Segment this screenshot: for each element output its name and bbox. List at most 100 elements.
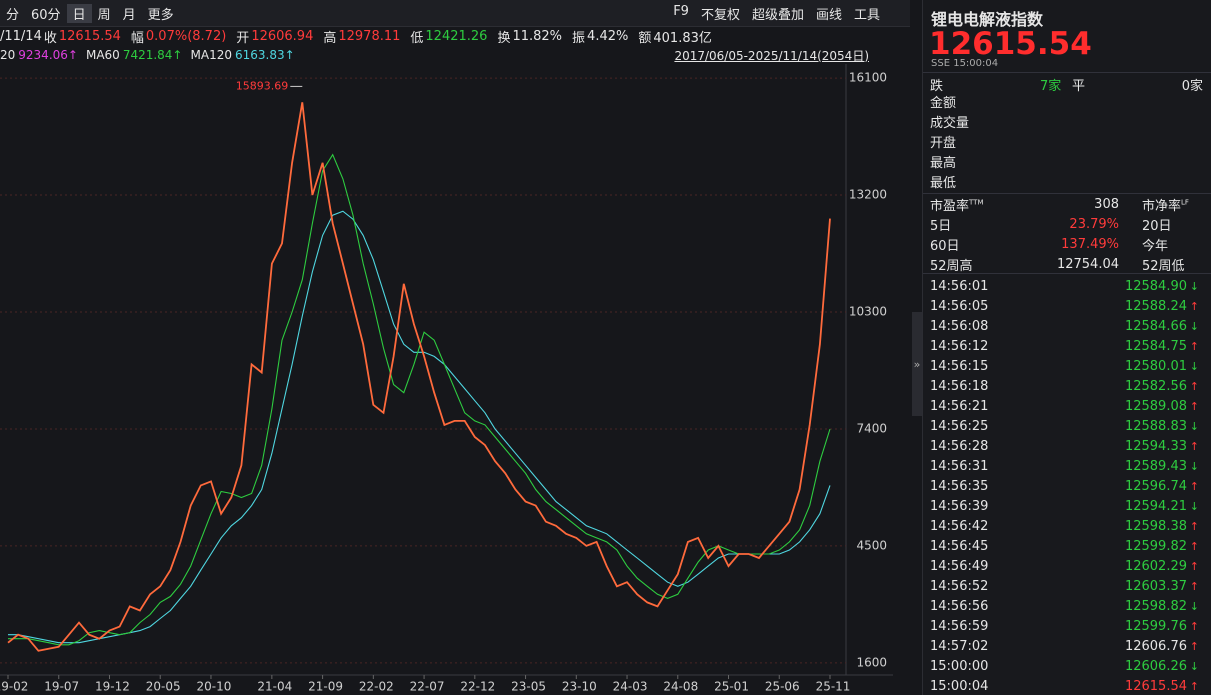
tick-row: 14:56:25 12588.83 ↓ [930,416,1205,436]
tick-time: 14:57:02 [930,638,989,654]
stat-label-sup: LF [1181,198,1189,207]
info-label: 幅 [130,30,144,46]
tick-price: 12596.74 [1124,478,1187,494]
exchange: SSE [931,58,951,69]
tick-time: 14:56:05 [930,298,989,314]
tick-price: 12594.33 [1124,438,1187,454]
collapse-button[interactable]: » [912,312,922,416]
tool-button[interactable]: 画线 [815,7,842,23]
stat-label: 市盈率TTM [930,198,984,214]
side-panel: 锂电电解液指数 12615.54 SSE 15:00:04 跌 7家 平 0家 … [922,0,1211,695]
tick-time: 14:56:49 [930,558,989,574]
tick-arrow: ↑ [1189,439,1199,453]
x-tick-label: 24-03 [613,680,648,694]
tick-arrow: ↓ [1189,359,1199,373]
tool-button[interactable]: 工具 [853,7,880,23]
tick-arrow: ↑ [1189,679,1199,693]
ma-label: 20 [0,48,16,62]
ma-label: MA60 [85,48,120,62]
field-label: 最低 [930,176,957,191]
tick-row: 15:00:04 12615.54 ↑ [930,676,1205,695]
tick-arrow: ↑ [1189,479,1199,493]
info-value: 12421.26 [425,28,488,44]
x-tick-label: 21-04 [257,680,292,694]
tick-price: 12588.24 [1124,298,1187,314]
ma-line [8,153,831,646]
tick-time: 14:56:18 [930,378,989,394]
period-button[interactable]: 更多 [147,7,174,23]
tick-arrow: ↑ [1189,339,1199,353]
tick-row: 14:56:52 12603.37 ↑ [930,576,1205,596]
date-range[interactable]: 2017/06/05-2025/11/14(2054日) [674,48,869,63]
x-tick-label: 25-11 [816,680,851,694]
stat-value: 308 [1094,196,1119,212]
tick-time: 14:56:08 [930,318,989,334]
stat-row: 52周高 12754.04 52周低 [930,254,1205,274]
tick-row: 14:57:02 12606.76 ↑ [930,636,1205,656]
stat-label: 60日 [930,238,960,254]
tick-arrow: ↓ [1189,319,1199,333]
tick-row: 14:56:42 12598.38 ↑ [930,516,1205,536]
tick-price: 12598.38 [1124,518,1187,534]
tick-time: 14:56:31 [930,458,989,474]
tool-button[interactable]: 不复权 [700,7,740,23]
separator [923,193,1211,194]
period-button[interactable]: 周 [97,7,111,23]
x-tick-label: 21-09 [308,680,343,694]
tick-arrow: ↓ [1189,279,1199,293]
tick-price: 12599.76 [1124,618,1187,634]
x-tick-label: 20-05 [146,680,181,694]
stat-value: 23.79% [1069,216,1119,232]
y-tick-label: 10300 [849,305,887,319]
tick-arrow: ↑ [1189,619,1199,633]
x-tick-label: 19-12 [95,680,130,694]
info-value: 4.42% [587,28,629,44]
stat-value: 137.49% [1061,236,1119,252]
tick-price: 12582.56 [1124,378,1187,394]
exchange-time: SSE 15:00:04 [931,58,998,69]
y-tick-label: 7400 [856,421,887,435]
tick-time: 14:56:12 [930,338,989,354]
tick-arrow: ↑ [1189,299,1199,313]
period-button[interactable]: 分 [6,7,20,23]
field-label: 最高 [930,156,957,171]
tick-price: 12589.43 [1124,458,1187,474]
stat-row: 市盈率TTM 308 市净率LF [930,194,1205,214]
tick-price: 12603.37 [1124,578,1187,594]
tick-time: 15:00:04 [930,678,989,694]
tick-row: 14:56:18 12582.56 ↑ [930,376,1205,396]
tick-arrow: ↑ [1189,379,1199,393]
tick-price: 12580.01 [1124,358,1187,374]
stat-label: 52周低 [1142,258,1185,274]
tick-row: 14:56:39 12594.21 ↓ [930,496,1205,516]
index-price: 12615.54 [929,26,1092,62]
tick-arrow: ↑ [1189,399,1199,413]
tick-time: 14:56:52 [930,578,989,594]
tick-price: 12588.83 [1124,418,1187,434]
info-value: 12978.11 [338,28,401,44]
period-button[interactable]: 月 [122,7,136,23]
tick-price: 12606.26 [1124,658,1187,674]
x-tick-label: 22-07 [410,680,445,694]
y-tick-label: 13200 [849,188,887,202]
period-button[interactable]: 日 [66,3,92,23]
ma-label: MA120 [190,48,232,62]
tick-arrow: ↑ [1189,519,1199,533]
tick-arrow: ↑ [1189,539,1199,553]
tick-arrow: ↓ [1189,459,1199,473]
stat-label: 20日 [1142,218,1172,234]
tick-time: 14:56:35 [930,478,989,494]
label: 平 [1072,78,1086,94]
tick-time: 14:56:45 [930,538,989,554]
period-button[interactable]: 60分 [31,7,61,23]
tool-button[interactable]: F9 [673,3,689,19]
field-label: 成交量 [930,116,970,131]
label: 跌 [930,78,944,94]
info-label: 换 [497,30,511,46]
x-tick-label: 25-01 [714,680,749,694]
x-tick-label: 24-08 [663,680,698,694]
info-label: 额 [638,30,652,46]
tick-row: 14:56:01 12584.90 ↓ [930,276,1205,296]
info-value: 0.07%(8.72) [145,28,227,44]
tool-button[interactable]: 超级叠加 [751,7,804,23]
